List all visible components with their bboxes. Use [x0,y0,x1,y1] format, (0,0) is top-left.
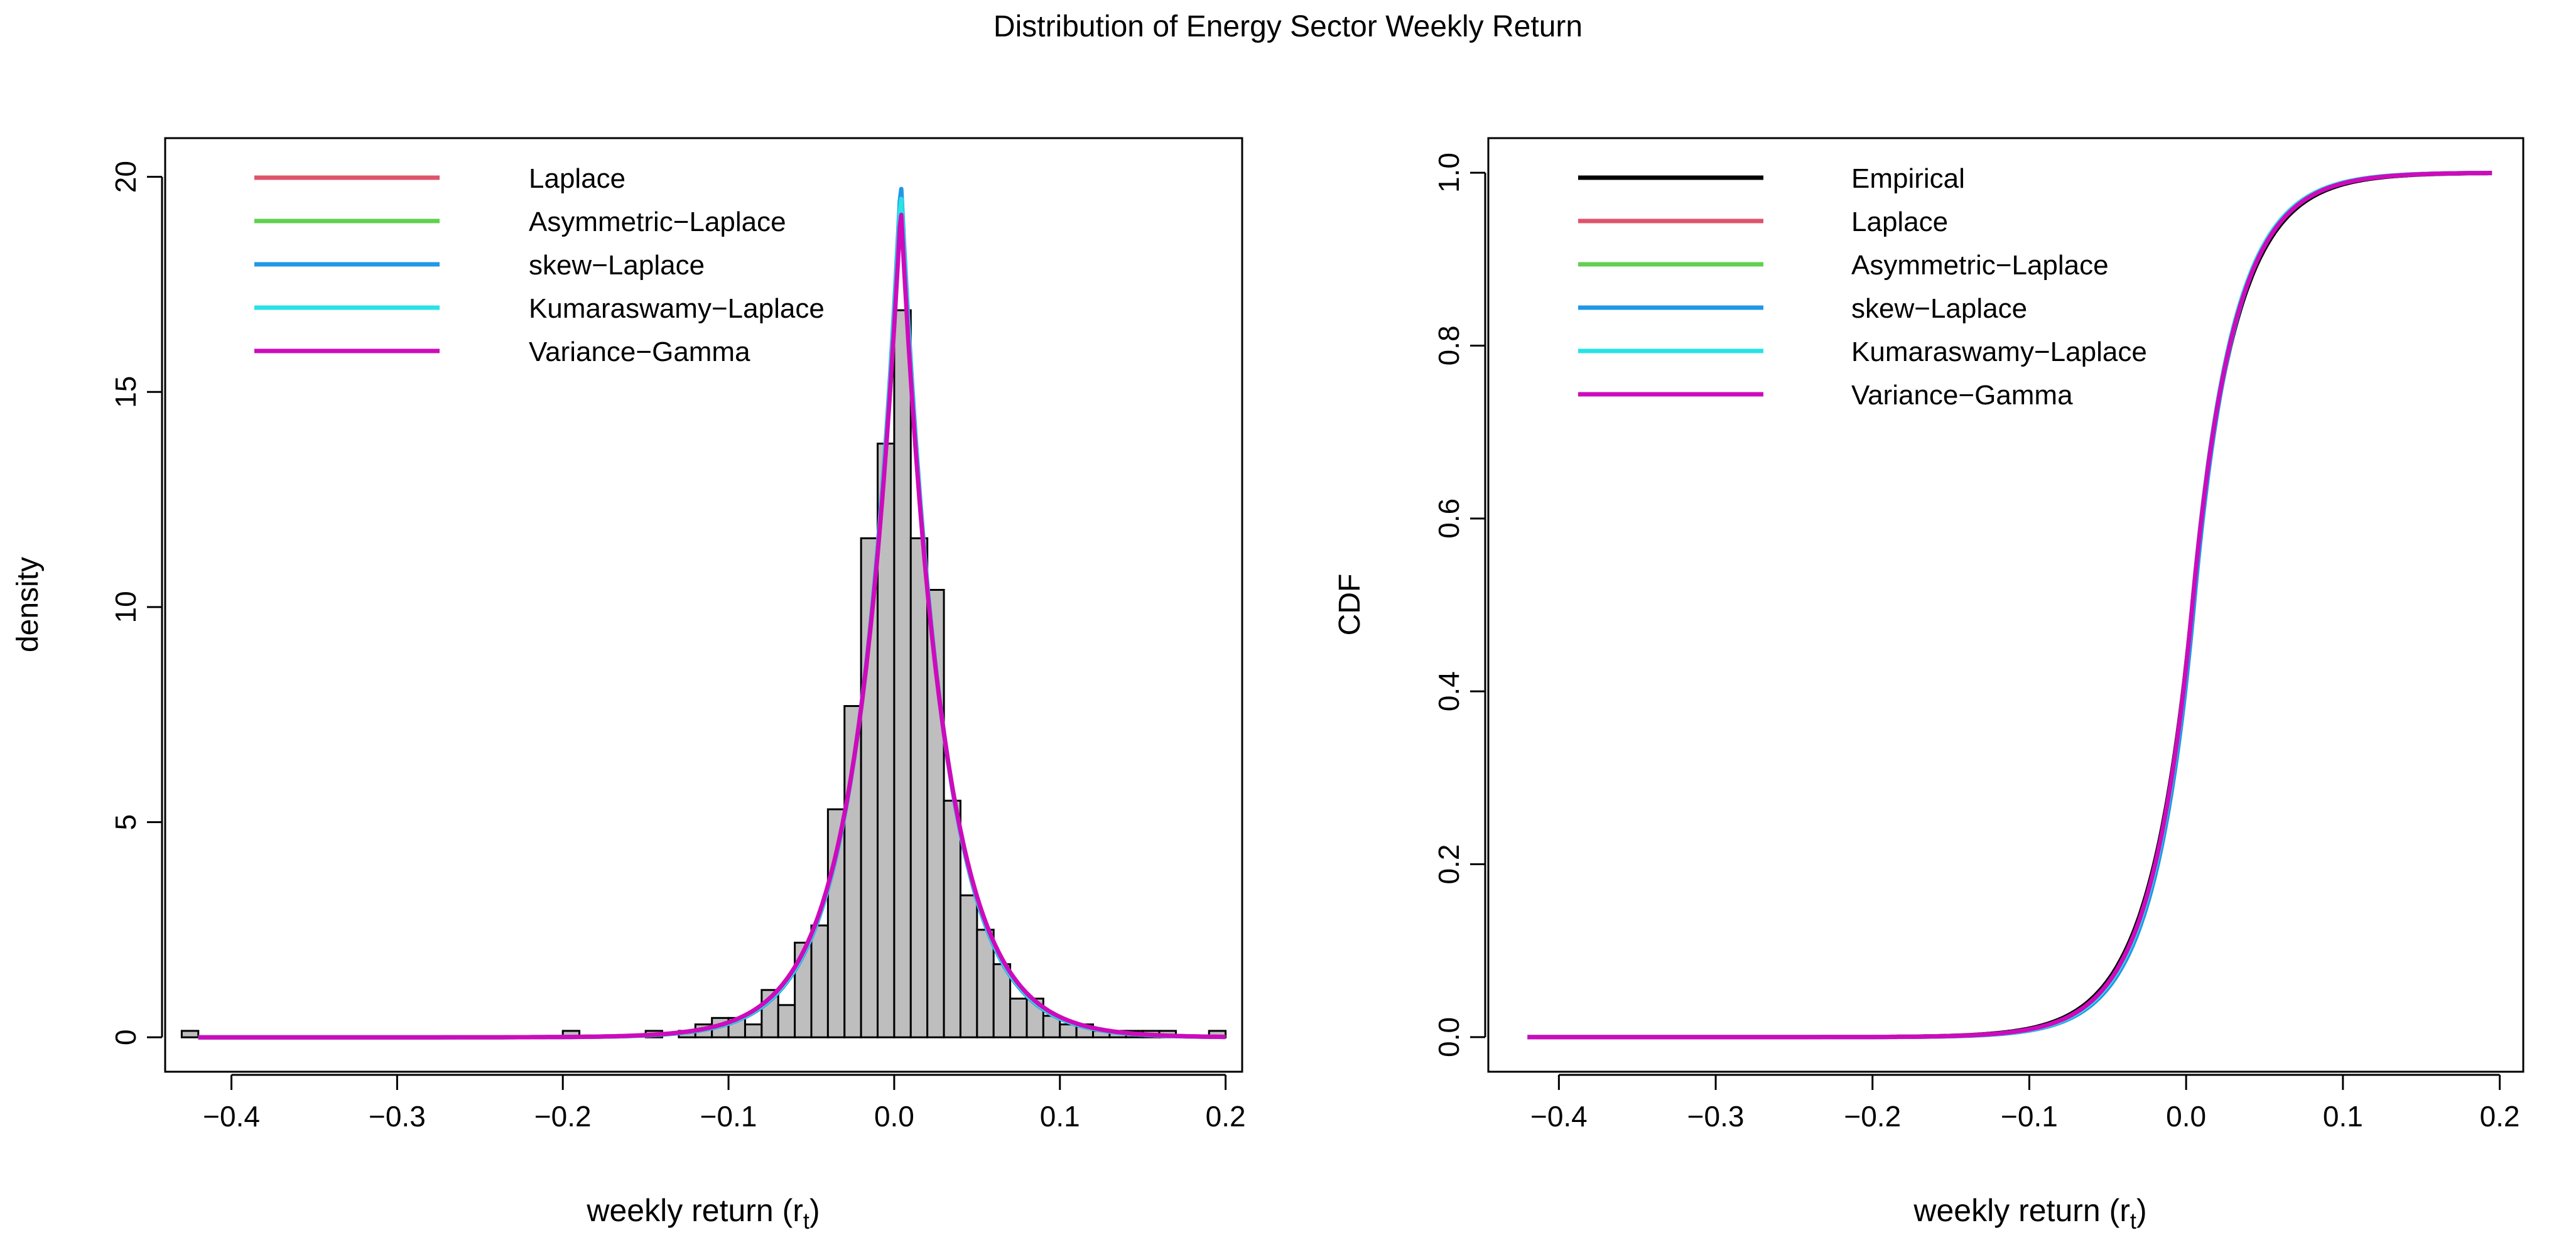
legend-label-laplace: Laplace [1851,207,1948,237]
x-tick-label: −0.3 [369,1100,426,1133]
x-tick-label: −0.4 [203,1100,260,1133]
x-axis: −0.4 −0.3 −0.2 −0.1 0.0 0.1 0.2 [1530,1074,2520,1133]
histogram-bars [180,309,1227,1038]
x-tick-label: −0.1 [2001,1100,2058,1133]
x-axis: −0.4 −0.3 −0.2 −0.1 0.0 0.1 0.2 [203,1074,1246,1133]
y-tick-label: 0.4 [1432,671,1465,711]
legend-label-kumaraswamy-laplace: Kumaraswamy−Laplace [1851,337,2147,367]
y-tick-label: 5 [109,814,142,831]
density-line-asymmetric-laplace [197,203,1226,1040]
y-tick-label: 1.0 [1432,153,1465,193]
histogram-bar [1059,1023,1078,1038]
cdf-line-variance-gamma [1527,171,2493,1040]
y-tick-label: 10 [109,591,142,623]
y-tick-label: 20 [109,161,142,193]
x-tick-label: 0.1 [2323,1100,2363,1133]
plot-frame [164,137,1243,1073]
histogram-bar [992,963,1012,1038]
density-curves [197,186,1226,1040]
y-tick-label: 15 [109,376,142,408]
plot-frame [1487,137,2525,1073]
legend-label-asymmetric-laplace: Asymmetric−Laplace [529,207,786,237]
x-tick-label: −0.3 [1687,1100,1745,1133]
x-tick-label: 0.0 [2166,1100,2206,1133]
y-axis: 0 5 10 15 20 [109,161,163,1045]
histogram-bar [1009,998,1028,1038]
y-axis-label: density [11,557,45,652]
y-axis-label: CDF [1333,574,1366,636]
histogram-bar [810,924,829,1038]
histogram-bar [860,537,879,1038]
y-tick-label: 0.0 [1432,1017,1465,1057]
density-panel: −0.4 −0.3 −0.2 −0.1 0.0 0.1 0.2 0 5 10 15 20 densi… [11,137,1246,1234]
density-line-kumaraswamy-laplace [197,197,1226,1040]
y-tick-label: 0.8 [1432,325,1465,365]
x-axis-label: weekly return (rt) [586,1193,820,1234]
x-tick-label: 0.2 [1206,1100,1246,1133]
histogram-bar [959,894,978,1038]
histogram-bar [180,1030,200,1038]
x-tick-label: −0.1 [700,1100,757,1133]
legend-label-asymmetric-laplace: Asymmetric−Laplace [1851,250,2109,281]
x-tick-label: 0.0 [874,1100,914,1133]
histogram-bar [943,799,961,1038]
histogram-bar [909,537,929,1038]
x-tick-label: 0.1 [1040,1100,1080,1133]
histogram-bar [744,1023,763,1038]
legend-label-variance-gamma: Variance−Gamma [529,337,750,367]
legend-label-kumaraswamy-laplace: Kumaraswamy−Laplace [529,293,825,324]
density-line-variance-gamma [197,212,1226,1040]
histogram-bar [777,1004,796,1038]
cdf-panel: −0.4 −0.3 −0.2 −0.1 0.0 0.1 0.2 0.00.20.40.60.… [1333,137,2525,1234]
legend-label-laplace: Laplace [529,163,625,194]
cdf-curves [1527,170,2493,1040]
y-tick-label: 0 [109,1029,142,1045]
histogram-bar [976,929,995,1038]
x-tick-label: −0.4 [1530,1100,1588,1133]
legend-label-variance-gamma: Variance−Gamma [1851,380,2073,411]
legend: Laplace Asymmetric−Laplace skew−Laplace Kum… [254,163,825,367]
y-tick-label: 0.6 [1432,499,1465,539]
histogram-bar [893,309,912,1038]
x-tick-label: 0.2 [2480,1100,2520,1133]
y-tick-label: 0.2 [1432,844,1465,885]
density-line-laplace [197,209,1226,1040]
figure-title: Distribution of Energy Sector Weekly Ret… [993,10,1583,43]
legend-label-skew-laplace: skew−Laplace [529,250,705,281]
y-axis: 0.0 0.2 0.4 0.6 0.8 1.0 [1432,153,1486,1057]
legend: Empirical Laplace Asymmetric−Laplace skew−L… [1578,163,2147,411]
x-tick-label: −0.2 [534,1100,592,1133]
x-tick-label: −0.2 [1844,1100,1901,1133]
legend-label-skew-laplace: skew−Laplace [1851,293,2027,324]
x-axis-label: weekly return (rt) [1913,1193,2146,1234]
legend-label-empirical: Empirical [1851,163,1965,194]
